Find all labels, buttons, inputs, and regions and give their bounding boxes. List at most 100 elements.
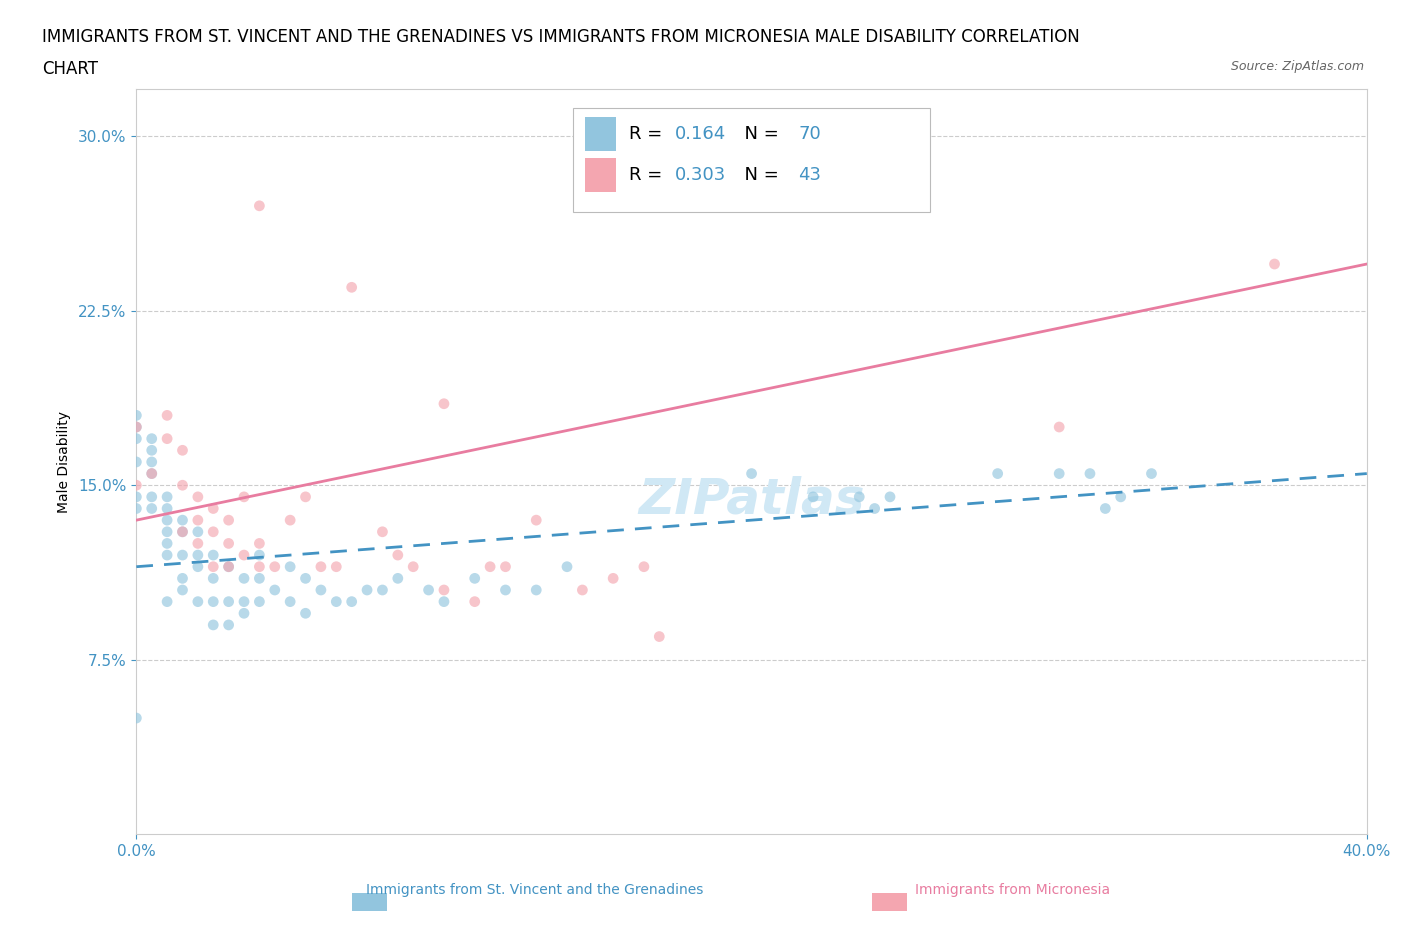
Point [202,594,225,609]
Text: 0.303: 0.303 [675,166,727,184]
FancyBboxPatch shape [574,108,929,212]
Point [125,432,148,446]
Point [125,419,148,434]
Point [156,548,179,563]
Point [495,559,517,574]
Point [879,489,901,504]
Point [863,501,886,516]
Point [172,525,194,539]
Point [218,594,240,609]
Point [278,594,301,609]
Point [125,478,148,493]
Point [141,455,163,470]
Point [187,536,209,551]
Point [340,594,363,609]
Text: 70: 70 [799,126,821,143]
Point [141,501,163,516]
Point [479,559,502,574]
Point [141,489,163,504]
Point [202,501,225,516]
Point [172,548,194,563]
Point [141,466,163,481]
Point [172,525,194,539]
Point [172,571,194,586]
Text: ZIPatlas: ZIPatlas [638,475,865,524]
Point [187,559,209,574]
Point [387,571,409,586]
Point [402,559,425,574]
Point [202,525,225,539]
Point [371,582,394,597]
Point [464,594,486,609]
Point [1263,257,1285,272]
Point [247,594,270,609]
Point [309,559,332,574]
Point [156,489,179,504]
Point [247,198,270,213]
Point [309,582,332,597]
Point [156,408,179,423]
Point [1109,489,1132,504]
Point [156,525,179,539]
Point [387,548,409,563]
Point [218,559,240,574]
Point [218,512,240,527]
Point [524,512,547,527]
Point [156,594,179,609]
Point [571,582,593,597]
Point [524,582,547,597]
Point [1078,466,1101,481]
Point [247,536,270,551]
Point [141,443,163,458]
Text: N =: N = [733,126,785,143]
Point [218,536,240,551]
Point [325,559,347,574]
Point [602,571,624,586]
Point [263,582,285,597]
Text: R =: R = [628,166,668,184]
Point [125,455,148,470]
Point [433,594,456,609]
Point [1047,466,1070,481]
Point [141,466,163,481]
Point [278,512,301,527]
FancyBboxPatch shape [585,117,616,151]
Point [371,525,394,539]
Point [294,489,316,504]
Point [340,280,363,295]
Point [156,536,179,551]
Point [741,466,763,481]
Point [233,548,256,563]
Point [247,559,270,574]
Text: Immigrants from Micronesia: Immigrants from Micronesia [915,884,1109,897]
Point [172,443,194,458]
Text: 43: 43 [799,166,821,184]
Point [125,489,148,504]
Point [218,618,240,632]
Point [187,489,209,504]
Point [801,489,824,504]
Point [247,548,270,563]
Point [187,548,209,563]
Text: 0.164: 0.164 [675,126,727,143]
Point [141,432,163,446]
Point [202,559,225,574]
Text: Source: ZipAtlas.com: Source: ZipAtlas.com [1230,60,1364,73]
Point [294,571,316,586]
Point [233,605,256,620]
Text: N =: N = [733,166,785,184]
Point [125,711,148,725]
Point [1140,466,1163,481]
Point [247,571,270,586]
Point [555,559,578,574]
Text: R =: R = [628,126,668,143]
Point [464,571,486,586]
Text: Immigrants from St. Vincent and the Grenadines: Immigrants from St. Vincent and the Gren… [366,884,703,897]
Point [1094,501,1116,516]
Point [202,618,225,632]
Point [156,501,179,516]
Point [218,559,240,574]
Point [156,432,179,446]
Point [172,582,194,597]
Text: IMMIGRANTS FROM ST. VINCENT AND THE GRENADINES VS IMMIGRANTS FROM MICRONESIA MAL: IMMIGRANTS FROM ST. VINCENT AND THE GREN… [42,28,1080,46]
